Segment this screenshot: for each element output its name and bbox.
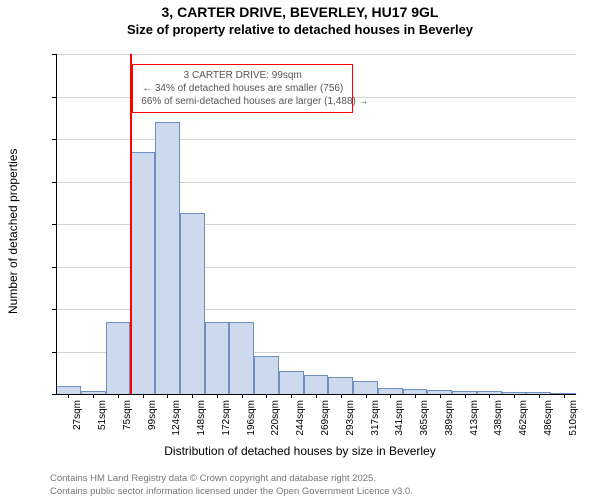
x-tick-label: 438sqm [493, 400, 504, 436]
x-tick-label: 269sqm [320, 400, 331, 436]
x-tick-label: 293sqm [345, 400, 356, 436]
gridline [56, 54, 576, 55]
y-tick-label: 400 [0, 218, 50, 230]
histogram-bar [279, 371, 304, 394]
x-axis-line [56, 394, 576, 395]
y-tick-label: 600 [0, 133, 50, 145]
x-tick-label: 486sqm [543, 400, 554, 436]
histogram-bar [328, 377, 353, 394]
x-tick-label: 75sqm [122, 400, 133, 430]
callout-line: 66% of semi-detached houses are larger (… [141, 95, 344, 108]
x-tick-label: 413sqm [469, 400, 480, 436]
callout-line: ← 34% of detached houses are smaller (75… [141, 82, 344, 95]
x-tick-label: 220sqm [270, 400, 281, 436]
y-axis-line [56, 54, 57, 394]
histogram-bar [130, 152, 155, 394]
histogram-bar [229, 322, 254, 394]
histogram-bar [304, 375, 329, 394]
x-tick-label: 172sqm [221, 400, 232, 436]
x-tick-label: 510sqm [568, 400, 579, 436]
histogram-bar [353, 381, 378, 394]
x-tick-label: 124sqm [171, 400, 182, 436]
y-tick-label: 0 [0, 388, 50, 400]
x-tick-label: 27sqm [72, 400, 83, 430]
x-tick-label: 244sqm [295, 400, 306, 436]
page-title-line1: 3, CARTER DRIVE, BEVERLEY, HU17 9GL [0, 4, 600, 20]
page-title-line2: Size of property relative to detached ho… [0, 22, 600, 37]
callout-box: 3 CARTER DRIVE: 99sqm← 34% of detached h… [132, 64, 353, 113]
histogram-bar [106, 322, 131, 394]
x-tick-label: 51sqm [97, 400, 108, 430]
x-tick-label: 389sqm [444, 400, 455, 436]
footer-attribution: Contains HM Land Registry data © Crown c… [50, 473, 413, 498]
histogram-bar [254, 356, 279, 394]
x-tick-label: 365sqm [419, 400, 430, 436]
y-tick-label: 200 [0, 303, 50, 315]
y-tick-label: 300 [0, 261, 50, 273]
y-tick-label: 700 [0, 91, 50, 103]
x-tick-label: 317sqm [370, 400, 381, 436]
x-tick-label: 99sqm [147, 400, 158, 430]
y-axis-label: Number of detached properties [6, 149, 20, 314]
histogram-bar [180, 213, 205, 394]
histogram-bar [205, 322, 230, 394]
callout-line: 3 CARTER DRIVE: 99sqm [141, 69, 344, 82]
y-tick-label: 500 [0, 176, 50, 188]
chart-plot-area: 010020030040050060070080027sqm51sqm75sqm… [56, 54, 576, 394]
y-tick-label: 800 [0, 48, 50, 60]
x-tick-label: 341sqm [394, 400, 405, 436]
x-tick-label: 148sqm [196, 400, 207, 436]
histogram-bar [155, 122, 180, 394]
x-tick-label: 462sqm [518, 400, 529, 436]
gridline [56, 139, 576, 140]
histogram-bar [56, 386, 81, 394]
footer-line2: Contains public sector information licen… [50, 486, 413, 498]
x-axis-label: Distribution of detached houses by size … [0, 444, 600, 458]
x-tick-label: 196sqm [246, 400, 257, 436]
y-tick-label: 100 [0, 346, 50, 358]
footer-line1: Contains HM Land Registry data © Crown c… [50, 473, 413, 485]
